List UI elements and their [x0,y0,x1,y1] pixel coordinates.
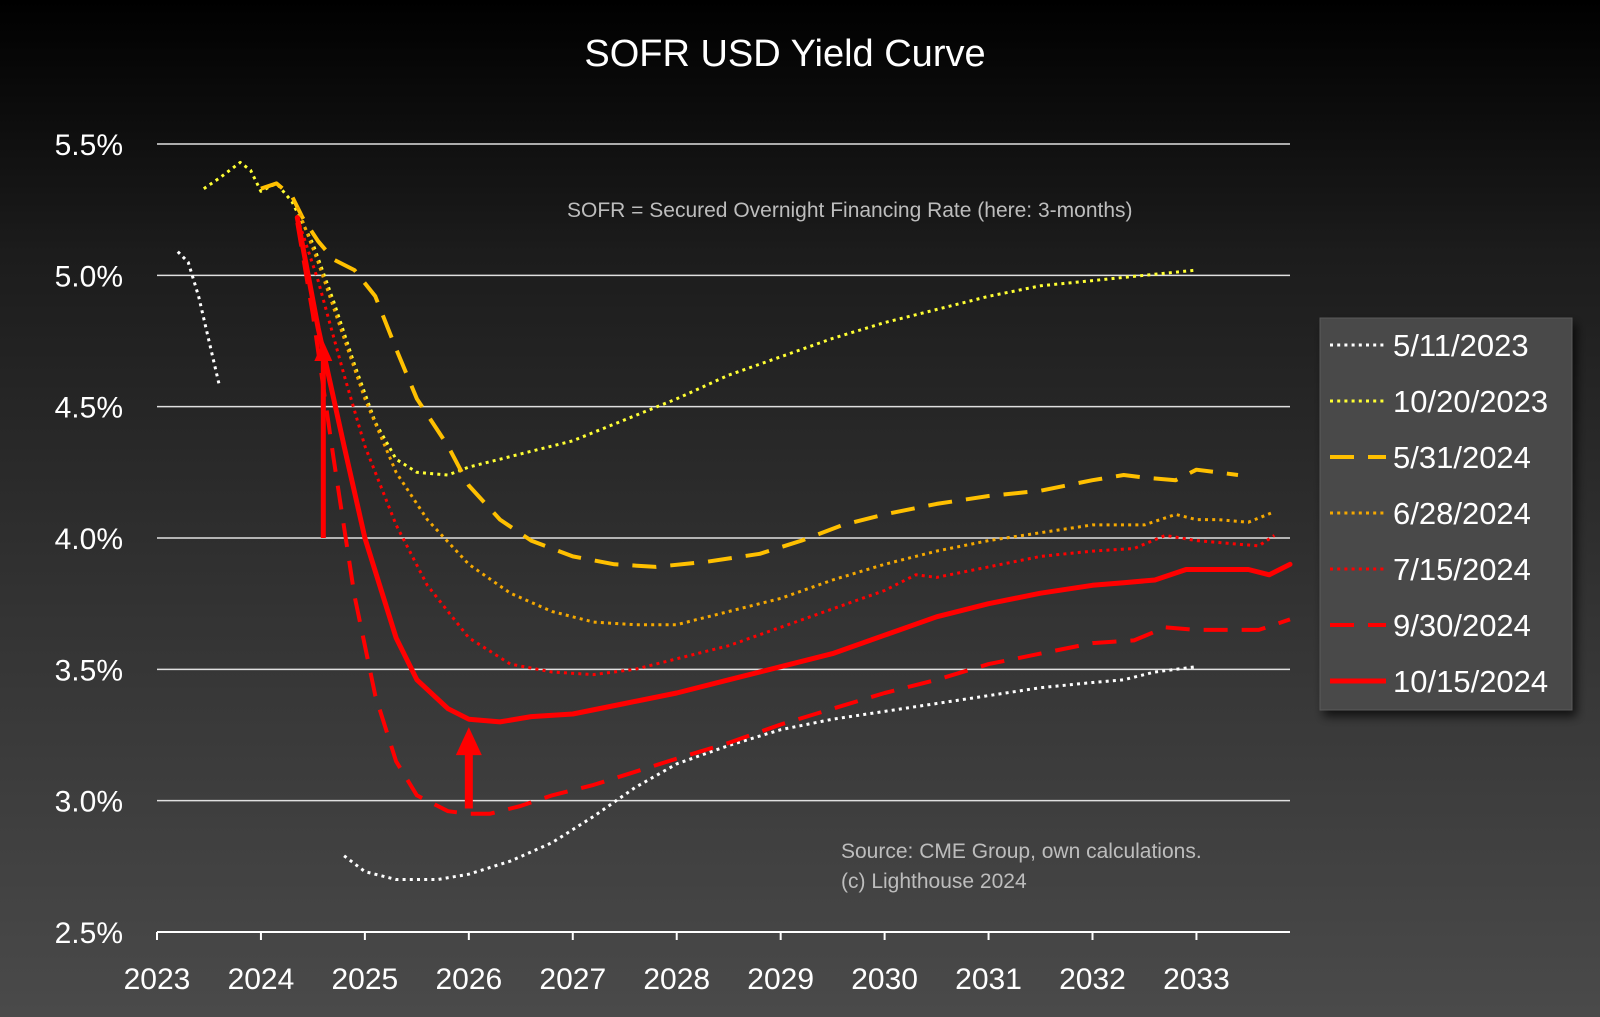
series-line-5-11-2023 [343,665,1197,881]
series-line-6-28-2024 [295,206,1275,627]
x-tick-label: 2028 [643,963,710,996]
sofr-definition-note: SOFR = Secured Overnight Financing Rate … [567,199,1133,222]
legend-label: 9/30/2024 [1393,608,1531,643]
x-axis [156,931,1290,940]
x-tick-label: 2027 [539,963,606,996]
legend-label: 7/15/2024 [1393,552,1531,587]
legend-box [1319,317,1573,711]
legend: 5/11/2023 10/20/2023 5/31/2024 6/28/2024 7/1… [1319,317,1573,711]
y-tick-label: 4.5% [55,392,123,425]
x-tick-label: 2030 [851,963,918,996]
annotation-arrow-head [455,727,482,756]
y-tick-label: 5.5% [55,129,123,162]
series-line-5-31-2024 [260,181,1239,569]
y-tick-label: 4.0% [55,523,123,556]
x-axis-labels: 2023 2024 2025 2026 2027 2028 2029 2030 2031 2032… [124,963,1230,996]
chart-title: SOFR USD Yield Curve [584,33,985,75]
x-tick-label: 2032 [1059,963,1126,996]
series-line-5-11-2023 [176,250,221,387]
x-tick-label: 2024 [228,963,295,996]
annotation-arrow-head [314,341,333,361]
annotation-arrows [314,341,482,809]
x-tick-label: 2033 [1163,963,1230,996]
x-tick-label: 2026 [435,963,502,996]
copyright-note: (c) Lighthouse 2024 [841,870,1027,893]
legend-label: 10/20/2023 [1393,384,1548,419]
y-tick-label: 2.5% [55,917,123,950]
x-tick-label: 2023 [124,963,191,996]
source-note: Source: CME Group, own calculations. [841,840,1202,863]
series-line-10-15-2024 [294,215,1293,725]
legend-items: 5/11/2023 10/20/2023 5/31/2024 6/28/2024 7/1… [1330,328,1548,699]
legend-label: 5/11/2023 [1393,328,1529,363]
grid-lines [157,143,1290,802]
y-tick-label: 3.0% [55,786,123,819]
x-tick-label: 2029 [747,963,814,996]
legend-label: 6/28/2024 [1393,496,1531,531]
series-line-7-15-2024 [295,217,1276,677]
y-tick-label: 5.0% [55,260,123,293]
legend-label: 5/31/2024 [1393,440,1531,475]
x-tick-label: 2031 [955,963,1022,996]
legend-label: 10/15/2024 [1393,664,1548,699]
x-tick-label: 2025 [332,963,399,996]
data-series [176,160,1293,881]
y-axis-labels: 2.5% 3.0% 3.5% 4.0% 4.5% 5.0% 5.5% [55,129,123,950]
y-tick-label: 3.5% [55,654,123,687]
series-line-9-30-2024 [295,222,1291,816]
